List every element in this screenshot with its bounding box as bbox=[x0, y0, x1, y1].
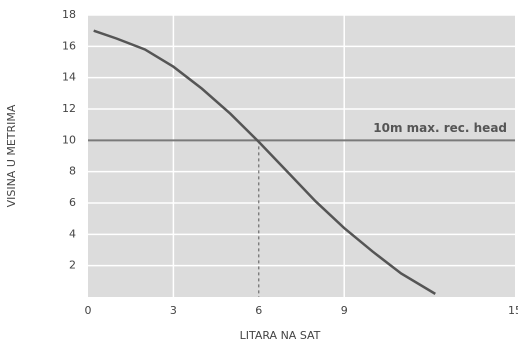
y-tick-label: 10 bbox=[62, 133, 76, 146]
x-tick-label: 0 bbox=[85, 304, 92, 317]
x-tick-label: 3 bbox=[170, 304, 177, 317]
y-tick-label: 6 bbox=[69, 196, 76, 209]
x-tick-label: 15 bbox=[508, 304, 518, 317]
y-tick-label: 12 bbox=[62, 102, 76, 115]
y-tick-label: 4 bbox=[69, 227, 76, 240]
y-axis-label: VISINA U METRIMA bbox=[5, 104, 18, 207]
y-tick-label: 2 bbox=[69, 259, 76, 272]
reference-label: 10m max. rec. head bbox=[373, 121, 507, 135]
plot-area bbox=[88, 15, 515, 297]
y-tick-label: 8 bbox=[69, 165, 76, 178]
x-tick-label: 9 bbox=[341, 304, 348, 317]
y-tick-label: 14 bbox=[62, 71, 76, 84]
y-tick-label: 16 bbox=[62, 39, 76, 52]
y-tick-label: 18 bbox=[62, 8, 76, 21]
x-tick-label: 6 bbox=[255, 304, 262, 317]
line-series bbox=[93, 29, 436, 295]
x-axis-label: LITARA NA SAT bbox=[240, 329, 321, 342]
